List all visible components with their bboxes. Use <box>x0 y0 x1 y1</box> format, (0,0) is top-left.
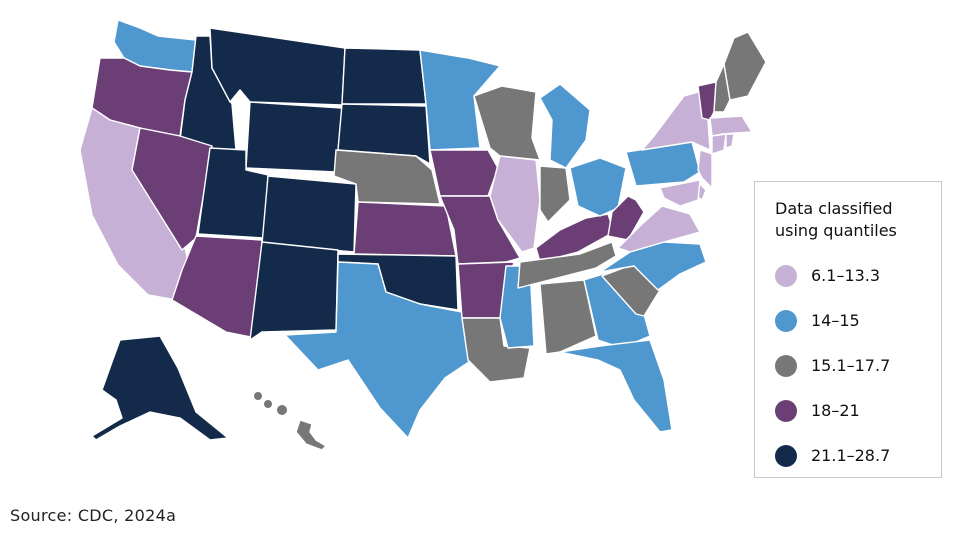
state-hi-islet <box>254 392 262 400</box>
state-fl <box>559 339 673 433</box>
state-tx <box>284 261 473 439</box>
state-nm <box>249 241 339 341</box>
state-co <box>261 175 357 253</box>
state-in <box>539 165 571 223</box>
legend-label: 21.1–28.7 <box>811 446 891 465</box>
legend-label: 18–21 <box>811 401 860 420</box>
legend-swatch <box>775 354 797 377</box>
state-hi <box>295 419 327 451</box>
legend-swatch <box>775 309 797 332</box>
state-sd <box>337 103 431 165</box>
source-note: Source: CDC, 2024a <box>10 506 177 525</box>
legend-title-line1: Data classified <box>775 199 893 218</box>
state-ct <box>711 133 727 155</box>
legend-swatch <box>775 444 797 467</box>
legend-label: 15.1–17.7 <box>811 356 891 375</box>
state-nj <box>697 149 713 189</box>
legend-title: Data classified using quantiles <box>775 198 941 242</box>
state-ma <box>709 115 753 137</box>
legend-item: 18–21 <box>775 388 941 433</box>
state-al <box>539 279 597 355</box>
legend: Data classified using quantiles 6.1–13.3… <box>754 181 942 478</box>
state-ia <box>429 149 499 197</box>
state-mn <box>419 49 501 151</box>
state-ga <box>583 269 651 349</box>
state-wv <box>607 195 645 241</box>
state-tn <box>517 241 617 289</box>
state-ak <box>91 335 229 441</box>
state-wi <box>473 85 541 161</box>
state-hi-islet <box>277 405 287 415</box>
state-nd <box>341 47 427 105</box>
state-vt <box>697 81 717 121</box>
legend-item: 21.1–28.7 <box>775 433 941 478</box>
us-choropleth-map <box>79 19 767 451</box>
state-mt <box>209 27 346 106</box>
legend-item: 6.1–13.3 <box>775 253 941 298</box>
legend-label: 6.1–13.3 <box>811 266 881 285</box>
legend-swatch <box>775 264 797 287</box>
state-pa <box>625 141 701 187</box>
legend-title-line2: using quantiles <box>775 221 897 240</box>
legend-item: 14–15 <box>775 298 941 343</box>
state-ne <box>333 149 441 205</box>
state-ny <box>641 89 711 151</box>
state-va <box>617 205 701 253</box>
legend-label: 14–15 <box>811 311 860 330</box>
state-mi <box>539 83 591 169</box>
state-ut <box>197 147 269 239</box>
state-il <box>489 155 541 253</box>
state-wy <box>245 101 343 173</box>
legend-swatch <box>775 399 797 422</box>
legend-item: 15.1–17.7 <box>775 343 941 388</box>
state-ri <box>725 133 735 149</box>
state-ks <box>353 201 457 257</box>
state-me <box>723 31 767 101</box>
state-md <box>659 179 701 207</box>
state-hi-islet <box>264 400 272 408</box>
